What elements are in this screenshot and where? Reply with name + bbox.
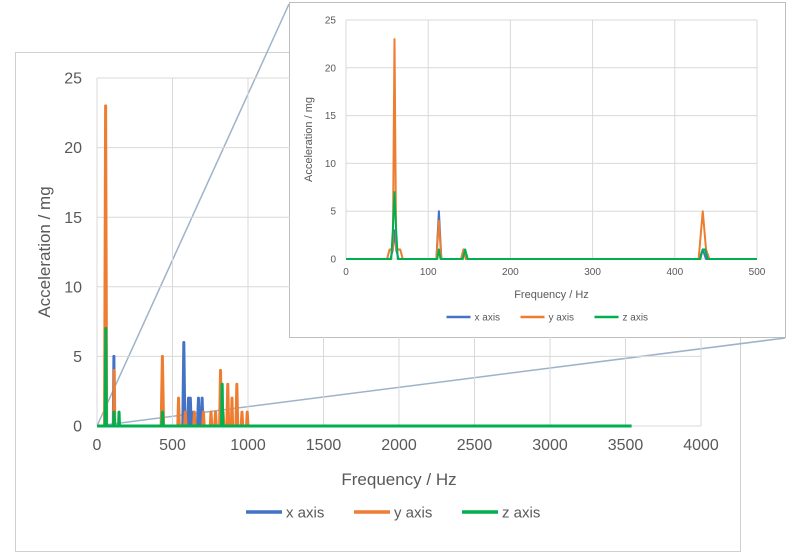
x-tick-label: 0 — [93, 437, 102, 454]
y-tick-label: 10 — [64, 279, 82, 296]
y-tick-label: 15 — [64, 210, 82, 227]
inset-chart: 0 5 10 15 20 25 0 100 200 300 400 500 Frequency / Hz… — [290, 3, 785, 337]
y-tick-label: 15 — [325, 111, 337, 122]
x-tick-label: 2000 — [381, 437, 417, 454]
y-tick-label: 20 — [64, 140, 82, 157]
x-tick-label: 400 — [666, 267, 683, 278]
y-tick-label: 5 — [330, 207, 336, 218]
y-tick-label: 5 — [73, 349, 82, 366]
legend-label: y axis — [549, 313, 575, 324]
x-tick-label: 100 — [420, 267, 437, 278]
legend: x axis y axis z axis — [246, 504, 540, 521]
x-tick-label: 2500 — [457, 437, 493, 454]
x-tick-label: 500 — [749, 267, 766, 278]
legend-label: z axis — [623, 313, 649, 324]
series-line-y-axis — [346, 38, 757, 260]
legend-label: x axis — [475, 313, 501, 324]
x-axis-title: Frequency / Hz — [341, 470, 456, 489]
x-tick-label: 0 — [343, 267, 349, 278]
y-tick-label: 25 — [64, 71, 82, 88]
series-line-z-axis — [97, 327, 632, 428]
x-tick-label: 300 — [584, 267, 601, 278]
legend-label: z axis — [502, 504, 540, 521]
y-tick-label: 0 — [73, 419, 82, 436]
legend-label: y axis — [394, 504, 432, 521]
legend-label: x axis — [286, 504, 324, 521]
y-tick-label: 25 — [325, 16, 337, 27]
connector-line-top — [96, 3, 290, 427]
x-tick-label: 4000 — [683, 437, 719, 454]
series-line-z-axis — [346, 191, 757, 260]
y-axis-title: Acceleration / mg — [303, 97, 315, 182]
x-tick-label: 3500 — [608, 437, 644, 454]
x-tick-label: 200 — [502, 267, 519, 278]
x-tick-label: 3000 — [532, 437, 568, 454]
x-tick-label: 500 — [159, 437, 186, 454]
x-axis-title: Frequency / Hz — [514, 289, 589, 301]
y-tick-label: 10 — [325, 159, 337, 170]
y-tick-label: 20 — [325, 63, 337, 74]
legend: x axis y axis z axis — [446, 313, 649, 324]
x-tick-label: 1000 — [230, 437, 266, 454]
inset-background — [290, 3, 785, 337]
x-tick-label: 1500 — [306, 437, 342, 454]
y-tick-label: 0 — [330, 255, 336, 266]
y-axis-title: Acceleration / mg — [35, 186, 54, 317]
